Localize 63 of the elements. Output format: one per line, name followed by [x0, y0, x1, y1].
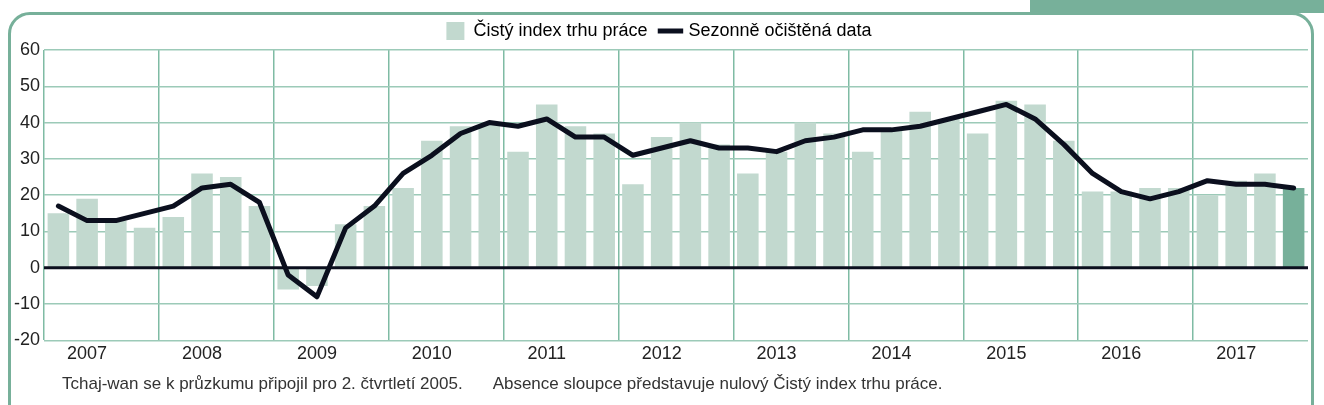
x-tick-label: 2007 [67, 343, 108, 364]
y-tick-label: 30 [19, 147, 41, 168]
bar [880, 129, 903, 268]
bar [1081, 191, 1104, 268]
bar [794, 122, 817, 268]
x-tick-label: 2013 [756, 343, 797, 364]
bar [650, 137, 673, 268]
bar [219, 177, 242, 268]
bar [593, 133, 615, 268]
bar [909, 111, 931, 268]
text: Tchaj-wan se k průzkumu připojil pro 2. čtvrtletí 2005. [62, 374, 463, 393]
bar [1196, 195, 1219, 268]
bar [1024, 104, 1046, 268]
bar [478, 122, 501, 268]
bar [507, 151, 529, 268]
legend-label: Čistý index trhu práce [473, 18, 648, 40]
x-tick-label: 2009 [296, 343, 337, 364]
bar [1053, 140, 1075, 268]
bar [392, 187, 414, 268]
bar [737, 173, 759, 268]
y-tick-label: -10 [14, 293, 41, 314]
x-tick-label: 2016 [1101, 343, 1142, 364]
y-tick-label: 60 [19, 38, 41, 59]
bar [823, 133, 845, 268]
bar [1139, 187, 1161, 268]
bar [995, 100, 1018, 268]
bar [708, 144, 730, 268]
y-tick-label: 40 [19, 111, 41, 132]
bar [1167, 187, 1190, 268]
x-tick-label: 2008 [181, 343, 223, 364]
bar [679, 122, 702, 268]
x-tick-label: 2011 [527, 343, 567, 364]
legend-label: Sezonně očištěná data [688, 19, 873, 40]
y-tick-label: 20 [19, 184, 41, 205]
x-tick-label: 2014 [871, 343, 912, 364]
bar [1225, 180, 1247, 268]
bar [449, 126, 472, 268]
text: Absence sloupce představuje nulový Čistý index trhu práce. [492, 374, 943, 393]
x-tick-label: 2012 [641, 343, 682, 364]
bar [564, 126, 587, 268]
bar [765, 151, 788, 268]
y-tick-label: 10 [19, 220, 41, 241]
bar [966, 133, 989, 268]
bar [1110, 191, 1133, 268]
y-tick-label: -20 [14, 329, 41, 350]
bar [363, 206, 386, 268]
bar [851, 151, 874, 268]
x-tick-label: 2010 [411, 343, 452, 364]
bar [1282, 187, 1305, 268]
bar [105, 220, 127, 268]
x-tick-label: 2015 [986, 343, 1027, 364]
bar [191, 173, 213, 268]
bar [133, 227, 156, 268]
bar [622, 184, 644, 268]
bar [938, 118, 960, 268]
bar [421, 140, 443, 268]
bar [162, 216, 185, 268]
bar [535, 104, 558, 268]
y-tick-label: 0 [30, 256, 41, 277]
bar [1254, 173, 1276, 268]
bar [47, 213, 70, 268]
x-tick-label: 2017 [1216, 343, 1257, 364]
y-tick-label: 50 [19, 75, 41, 96]
